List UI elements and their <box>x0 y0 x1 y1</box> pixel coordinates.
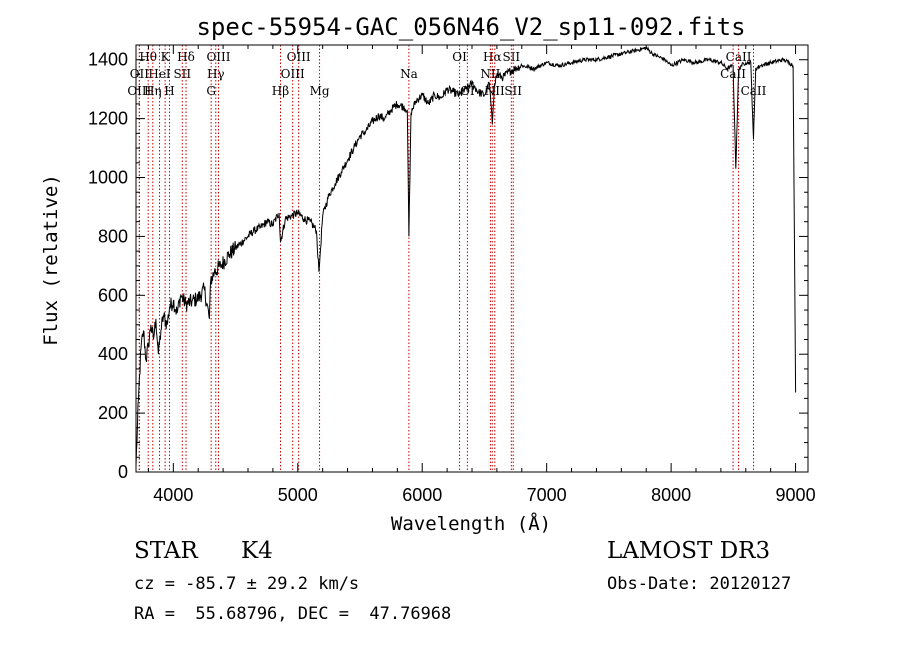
x-axis-label: Wavelength (Å) <box>391 512 551 535</box>
marker-label-24: CaII <box>726 50 752 64</box>
marker-label-6: H <box>164 84 174 98</box>
marker-label-18: OI <box>460 84 475 98</box>
marker-label-7: Hδ <box>177 50 195 64</box>
y-tick-label-1: 200 <box>98 403 128 423</box>
y-axis: 0 200 400 600 800 1000 1200 1400 <box>88 50 808 482</box>
plot-frame <box>135 44 809 473</box>
x-axis: 4000 5000 6000 7000 8000 9000 <box>147 45 816 505</box>
y-tick-label-2: 400 <box>98 344 128 364</box>
spectral-subclass: K4 <box>241 538 273 564</box>
y-tick-label-4: 800 <box>98 226 128 246</box>
x-tick-label-5: 9000 <box>776 485 816 505</box>
sky-coordinates: RA = 55.68796, DEC = 47.76968 <box>134 604 452 624</box>
marker-label-2: OIII <box>127 84 151 98</box>
marker-label-26: CaII <box>741 84 767 98</box>
spectrum-series <box>135 46 797 467</box>
marker-label-4: HeI <box>148 67 171 81</box>
object-class: STAR <box>134 538 198 564</box>
marker-label-13: OIII <box>281 67 305 81</box>
marker-label-14: Hβ <box>272 84 289 98</box>
redshift-value: cz = -85.7 ± 29.2 km/s <box>134 574 360 594</box>
marker-label-10: Hγ <box>207 67 225 81</box>
x-tick-label-1: 5000 <box>278 485 318 505</box>
y-tick-label-0: 0 <box>118 462 128 482</box>
observation-date: Obs-Date: 20120127 <box>607 574 792 594</box>
marker-label-5: Hη <box>144 84 162 98</box>
marker-label-16: Na <box>400 67 418 81</box>
chart-title: spec-55954-GAC_056N46_V2_sp11-092.fits <box>196 13 745 41</box>
marker-label-12: OIII <box>287 50 311 64</box>
marker-label-17: OI <box>452 50 467 64</box>
marker-label-20: SII <box>502 50 520 64</box>
x-tick-label-4: 8000 <box>651 485 691 505</box>
marker-label-23: SII <box>504 84 522 98</box>
x-tick-label-3: 7000 <box>527 485 567 505</box>
marker-label-0: Hθ <box>139 50 157 64</box>
marker-label-19: Hα <box>483 50 502 64</box>
y-tick-label-5: 1000 <box>88 168 128 188</box>
survey-name: LAMOST DR3 <box>607 538 771 564</box>
y-axis-label: Flux (relative) <box>40 174 62 346</box>
y-tick-label-3: 600 <box>98 285 128 305</box>
marker-label-8: SII <box>173 67 191 81</box>
marker-label-11: G <box>206 84 216 98</box>
x-tick-label-2: 6000 <box>402 485 442 505</box>
y-tick-label-7: 1400 <box>88 50 128 70</box>
marker-label-3: K <box>161 50 171 64</box>
y-tick-label-6: 1200 <box>88 109 128 129</box>
spectrum-line <box>135 46 797 467</box>
x-tick-label-0: 4000 <box>153 485 193 505</box>
marker-label-15: Mg <box>310 84 330 98</box>
marker-label-9: OIII <box>206 50 230 64</box>
